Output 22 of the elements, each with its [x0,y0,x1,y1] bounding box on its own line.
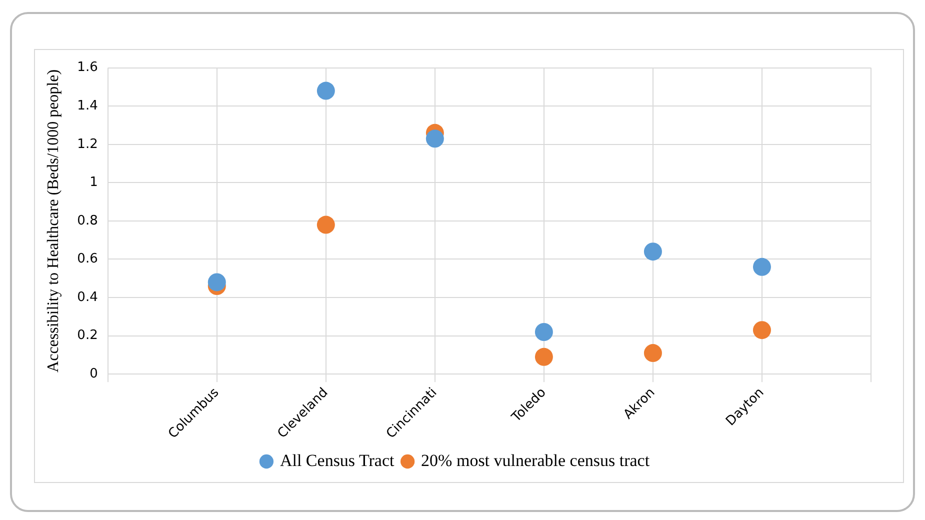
y-tick-label: 0 [90,366,98,382]
legend-label: 20% most vulnerable census tract [421,450,650,470]
point [752,258,771,276]
point [316,82,335,100]
y-tick-label: 1.4 [77,98,98,114]
y-tick-label: 0.6 [77,252,98,267]
y-tick-label: 0.8 [77,213,98,228]
point [644,242,662,261]
y-tick-label: 0.4 [77,290,98,305]
point [534,323,553,341]
y-axis-title: Accessibility to Healthcare (Beds/1000 people) [44,69,62,372]
y-tick-label: 1.2 [77,136,98,152]
legend-label: All Census Tract [280,450,395,470]
y-tick-label: 1.6 [77,60,98,76]
point [208,273,226,292]
point [426,130,444,148]
point [644,344,662,362]
point [316,216,335,234]
point [752,321,771,340]
point [534,348,553,366]
y-tick-label: 1 [90,175,98,190]
y-tick-label: 0.2 [77,328,98,344]
